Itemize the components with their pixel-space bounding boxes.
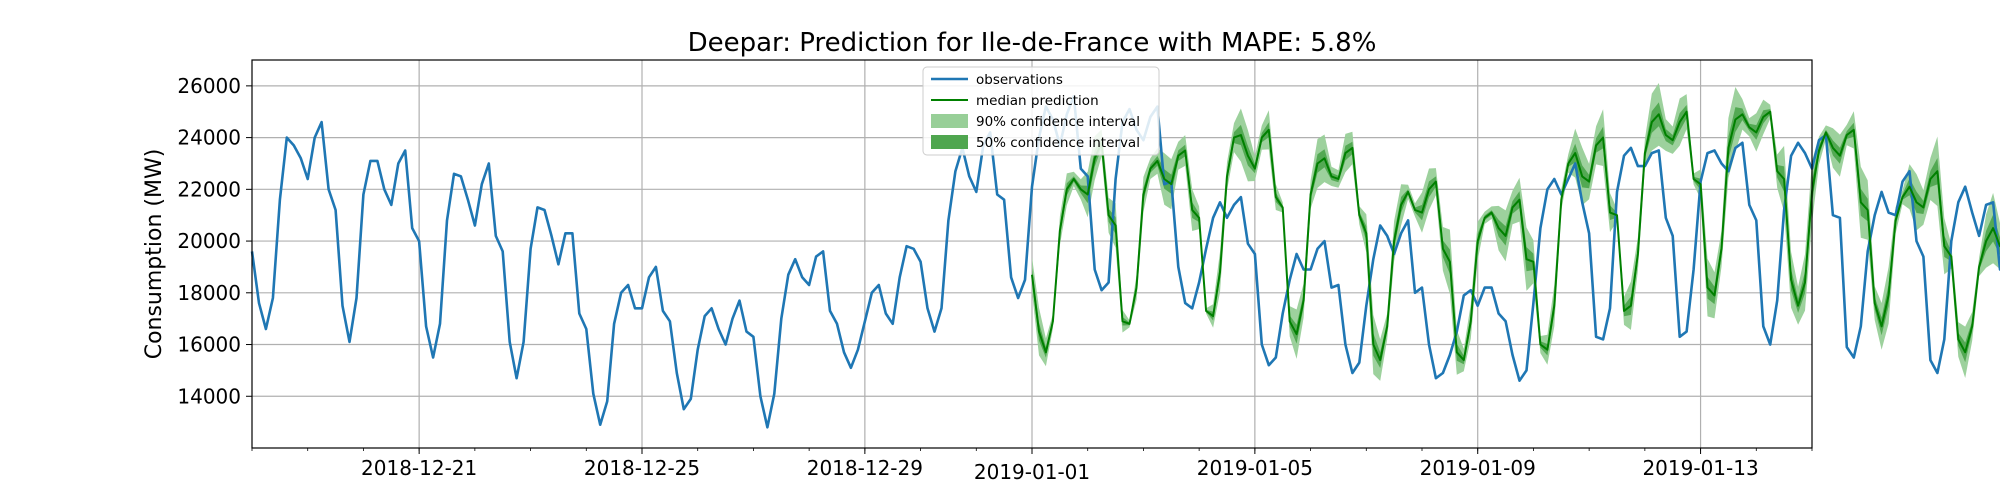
y-tick-label: 14000: [177, 384, 241, 408]
y-tick-label: 16000: [177, 333, 241, 357]
y-tick-label: 22000: [177, 177, 241, 201]
y-tick-label: 24000: [177, 126, 241, 150]
ci90-band-layer: [1032, 83, 2000, 381]
y-axis-label: Consumption (MW): [142, 149, 167, 360]
x-tick-label: 2018-12-21: [361, 456, 477, 480]
x-axis: 2018-12-21 2018-12-25 2018-12-29 2019-01-01…: [251, 448, 1813, 484]
legend-label: observations: [976, 72, 1063, 88]
ci90-band: [1032, 83, 2000, 381]
x-tick-label: 2019-01-05: [1197, 456, 1313, 480]
observations-layer: [250, 94, 2000, 429]
y-tick-label: 26000: [177, 74, 241, 98]
median-prediction-line: [1031, 110, 2000, 362]
legend: observations median prediction 90% confide…: [922, 66, 1160, 156]
y-axis: 14000 16000 18000 20000 22000 24000 26000: [177, 74, 252, 408]
observations-line: [250, 94, 2000, 429]
legend-label: median prediction: [976, 93, 1099, 109]
legend-label: 50% confidence interval: [976, 135, 1140, 151]
legend-patch-swatch: [931, 114, 968, 128]
legend-box: [922, 66, 1160, 156]
median-prediction-layer: [1031, 110, 2000, 362]
chart-title: Deepar: Prediction for Ile-de-France wit…: [688, 28, 1377, 58]
x-tick-label: 2019-01-13: [1642, 456, 1758, 480]
legend-label: 90% confidence interval: [976, 114, 1140, 130]
x-tick-label: 2019-01-09: [1420, 456, 1536, 480]
x-tick-label: 2018-12-25: [584, 456, 700, 480]
y-tick-label: 18000: [177, 281, 241, 305]
legend-patch-swatch: [931, 135, 968, 149]
x-tick-label: 2019-01-01: [974, 460, 1090, 484]
y-tick-label: 20000: [177, 229, 241, 253]
x-tick-label: 2018-12-29: [807, 456, 923, 480]
